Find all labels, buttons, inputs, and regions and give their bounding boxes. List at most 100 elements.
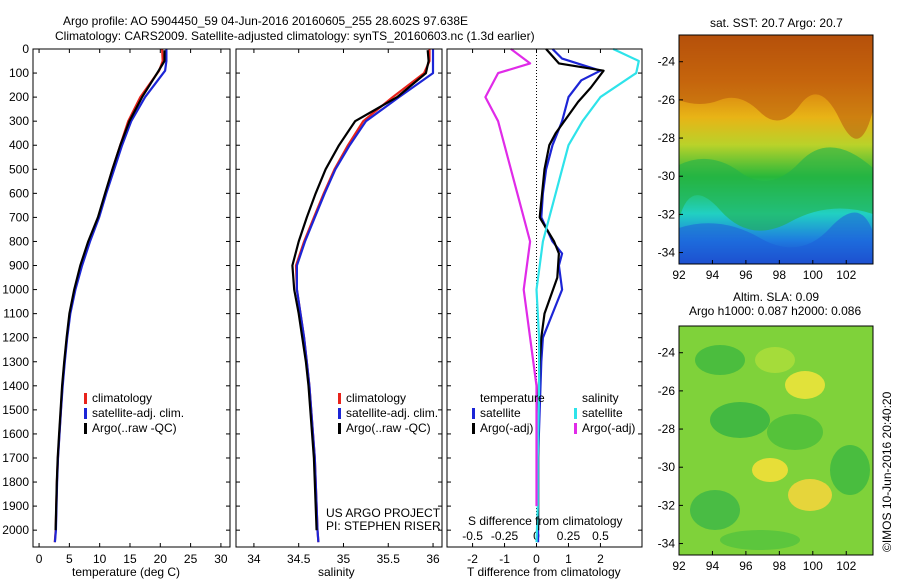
map-y-tick-label: -34 [658,246,676,260]
sst-green-band [679,147,873,231]
x-tick-label: 1 [565,552,572,566]
series-line [295,49,435,543]
legend-label: climatology [92,391,153,405]
sla-caption-1: Altim. SLA: 0.09 [733,290,820,304]
sla-blob [785,371,825,399]
map-y-tick-label: -26 [658,93,676,107]
diff-legend-temp: temperature satellite Argo(-adj) [472,391,545,436]
series-line [536,48,605,531]
sla-blob [710,402,770,438]
sla-caption-2: Argo h1000: 0.087 h2000: 0.086 [689,304,862,318]
x-tick-label-top: 0.25 [557,529,581,543]
map-y-tick-label: -24 [658,55,676,69]
legend-swatch [472,408,475,419]
map-x-tick-label: 96 [739,268,753,282]
x-tick-label: 30 [214,552,228,566]
x-tick-label: 25 [184,552,198,566]
y-tick-label: 100 [9,66,29,80]
temperature-profile-panel: 0100200300400500600700800900100011001200… [2,42,231,566]
map-x-tick-label: 94 [706,268,720,282]
map-y-tick-label: -30 [658,460,676,474]
series-line [53,48,164,543]
sst-caption: sat. SST: 20.7 Argo: 20.7 [710,16,843,30]
x-tick-label: 15 [123,552,137,566]
header-subtitle: Climatology: CARS2009. Satellite-adjuste… [55,29,535,43]
map-x-tick-label: 94 [706,559,720,573]
sla-map-frame [678,325,874,556]
sal-xlabel: salinity [318,565,355,579]
legend-title: temperature [480,391,545,405]
x-tick-label: 5 [66,552,73,566]
map-x-tick-label: 98 [773,559,787,573]
map-y-tick-label: -32 [658,498,676,512]
y-tick-label: 400 [9,138,29,152]
x-tick-label: -1 [499,552,510,566]
y-tick-label: 1000 [2,283,29,297]
series-line [53,49,168,543]
legend-title: salinity [582,391,619,405]
map-x-tick-label: 98 [773,268,787,282]
diff-xlabel: T difference from climatology [467,565,621,579]
sla-map: 92 94 96 98 100 102 -24 -26 -28 -30 -32 -34 [658,325,874,573]
legend-swatch [574,423,577,434]
y-tick-label: 2000 [2,523,29,537]
legend-label: satellite [582,406,623,420]
series-line [291,50,430,531]
map-y-tick-label: -24 [658,346,676,360]
x-tick-label: 10 [93,552,107,566]
y-tick-label: 600 [9,186,29,200]
legend-swatch [472,423,475,434]
series-line [535,48,640,543]
y-tick-label: 300 [9,114,29,128]
series-line [54,50,166,531]
map-x-tick-label: 92 [672,559,686,573]
map-x-tick-label: 100 [803,559,823,573]
y-tick-label: 500 [9,162,29,176]
temp-xlabel: temperature (deg C) [72,565,181,579]
sst-map: 92 94 96 98 100 102 -24 -26 -28 -30 -32 -34 [658,34,874,282]
series-line [484,48,538,507]
map-y-tick-label: -26 [658,384,676,398]
panel-frame [235,48,443,548]
legend-label: satellite-adj. clim. [92,406,185,420]
panel-frame [446,48,643,548]
sla-blob [788,479,832,511]
x-tick-label: 35.5 [377,552,401,566]
project-pi: PI: STEPHEN RISER [326,519,441,533]
panel-frame [32,48,231,548]
series-line [536,48,602,543]
map-y-tick-label: -30 [658,169,676,183]
sla-blob [695,345,745,375]
legend-label: satellite-adj. clim. [346,406,439,420]
sal-legend: climatology satellite-adj. clim. Argo(..… [338,391,438,436]
legend-swatch [338,423,341,434]
x-tick-label: 36 [426,552,440,566]
y-tick-label: 0 [22,42,29,56]
sst-blue-band [679,212,873,264]
header-title: Argo profile: AO 5904450_59 04-Jun-2016 … [63,14,468,28]
y-tick-label: 200 [9,90,29,104]
diff-legend-sal: salinity satellite Argo(-adj) [574,391,635,436]
sst-map-ticks: 92 94 96 98 100 102 -24 -26 -28 -30 -32 -34 [658,55,857,282]
x-tick-label: 2 [597,552,604,566]
x-tick-label: 35 [337,552,351,566]
sla-blob [720,530,800,550]
y-tick-label: 1100 [3,307,29,321]
sla-blob [752,458,788,482]
legend-swatch [338,408,341,419]
y-tick-label: 900 [9,259,29,273]
imos-stamp: ©IMOS 10-Jun-2016 20:40:20 [880,391,894,552]
y-tick-label: 1600 [2,427,29,441]
diff-xlabel-top: S difference from climatology [468,514,623,528]
map-x-tick-label: 100 [803,268,823,282]
legend-swatch [574,408,577,419]
y-tick-label: 1500 [2,403,29,417]
x-tick-label: 20 [154,552,168,566]
y-tick-label: 700 [9,210,29,224]
x-tick-label-top: 0.5 [592,529,609,543]
legend-label: climatology [346,391,407,405]
y-tick-label: 1900 [2,499,29,513]
map-x-tick-label: 96 [739,559,753,573]
